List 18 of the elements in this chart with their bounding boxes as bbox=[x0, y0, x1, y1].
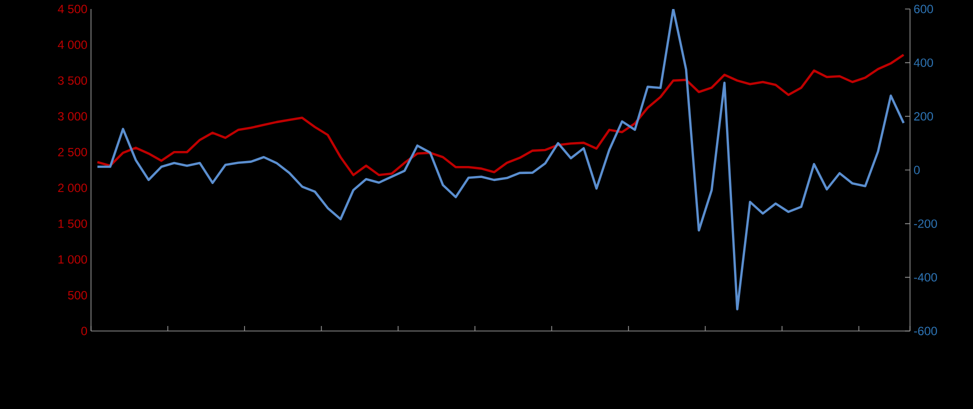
y-tick-label: 1 000 bbox=[58, 255, 88, 264]
y2-tick-label: 400 bbox=[914, 58, 934, 67]
y2-tick-label: 600 bbox=[914, 4, 934, 14]
y2-tick-label: 0 bbox=[914, 166, 920, 174]
y2-tick-label: 200 bbox=[914, 112, 934, 121]
y-tick-label: 3 000 bbox=[58, 112, 88, 121]
y-tick-label: 2 000 bbox=[58, 184, 88, 192]
y-tick-label: 4 000 bbox=[58, 40, 88, 49]
y-tick-label: 3 500 bbox=[58, 76, 88, 85]
y-tick-label: 0 bbox=[81, 326, 88, 336]
y2-tick-label: -400 bbox=[914, 273, 937, 282]
y2-tick-label: -600 bbox=[914, 326, 937, 336]
y-tick-label: 2 500 bbox=[58, 148, 88, 156]
y-tick-label: 4 500 bbox=[58, 4, 88, 14]
line-series bbox=[96, 54, 905, 176]
y2-tick-label: -200 bbox=[914, 219, 937, 228]
y-tick-label: 1 500 bbox=[58, 219, 88, 228]
y-tick-label: 500 bbox=[68, 290, 88, 300]
